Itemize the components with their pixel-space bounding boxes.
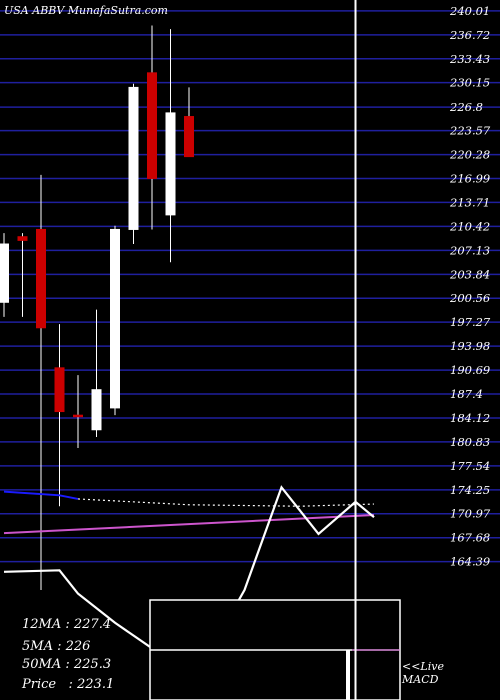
y-tick-label: 236.72: [449, 28, 490, 42]
y-tick-label: 216.99: [449, 172, 490, 186]
y-tick-label: 164.39: [450, 555, 490, 569]
y-tick-label: 226.8: [449, 100, 483, 114]
price-stat: Price : 223.1: [22, 677, 115, 692]
y-tick-label: 174.25: [450, 483, 490, 497]
candle-body: [73, 414, 83, 418]
y-tick-label: 230.15: [449, 76, 490, 90]
candle-body: [91, 389, 102, 431]
y-tick-label: 197.27: [450, 315, 491, 329]
candle-body: [184, 116, 194, 158]
candle-body: [17, 236, 28, 241]
moving-average-lines: [3, 490, 375, 535]
y-tick-label: 203.84: [449, 267, 490, 281]
ma5-stat: 5MA : 226: [22, 639, 91, 654]
y-tick-label: 190.69: [450, 363, 490, 377]
candle-body: [128, 86, 139, 230]
y-tick-label: 177.54: [450, 459, 490, 473]
y-tick-label: 193.98: [450, 339, 490, 353]
moving-average-line: [77, 498, 375, 507]
y-tick-label: 213.71: [449, 195, 490, 209]
y-tick-label: 184.12: [450, 411, 490, 425]
moving-average-line: [3, 513, 375, 535]
candle-body: [147, 72, 157, 179]
y-axis-tick-labels: 240.01 236.72 233.43 230.15 226.8 223.57 220.2…: [449, 4, 491, 569]
y-tick-label: 187.4: [450, 387, 483, 401]
y-tick-label: 240.01: [449, 4, 490, 18]
y-tick-label: 180.83: [450, 435, 490, 449]
live-macd-label: <<Live MACD: [402, 660, 444, 686]
y-tick-label: 220.28: [449, 148, 490, 162]
candle-body: [36, 228, 46, 329]
y-tick-label: 210.42: [449, 219, 490, 233]
moving-average-line: [3, 490, 79, 500]
y-tick-label: 233.43: [449, 52, 490, 66]
chart-title: USA ABBV MunafaSutra.com: [4, 4, 168, 17]
ma50-stat: 50MA : 225.3: [22, 657, 112, 672]
ma12-stat: 12MA : 227.4: [22, 617, 112, 632]
candle-body: [0, 243, 9, 303]
grid-lines: [0, 10, 500, 563]
y-tick-label: 200.56: [449, 291, 490, 305]
y-tick-label: 223.57: [449, 124, 491, 138]
y-tick-label: 207.13: [449, 243, 490, 257]
y-tick-label: 167.68: [450, 531, 490, 545]
y-tick-label: 170.97: [450, 507, 491, 521]
candles: [0, 25, 194, 590]
candle-body: [54, 367, 65, 413]
candle-body: [165, 112, 176, 216]
candle-body: [110, 228, 120, 409]
